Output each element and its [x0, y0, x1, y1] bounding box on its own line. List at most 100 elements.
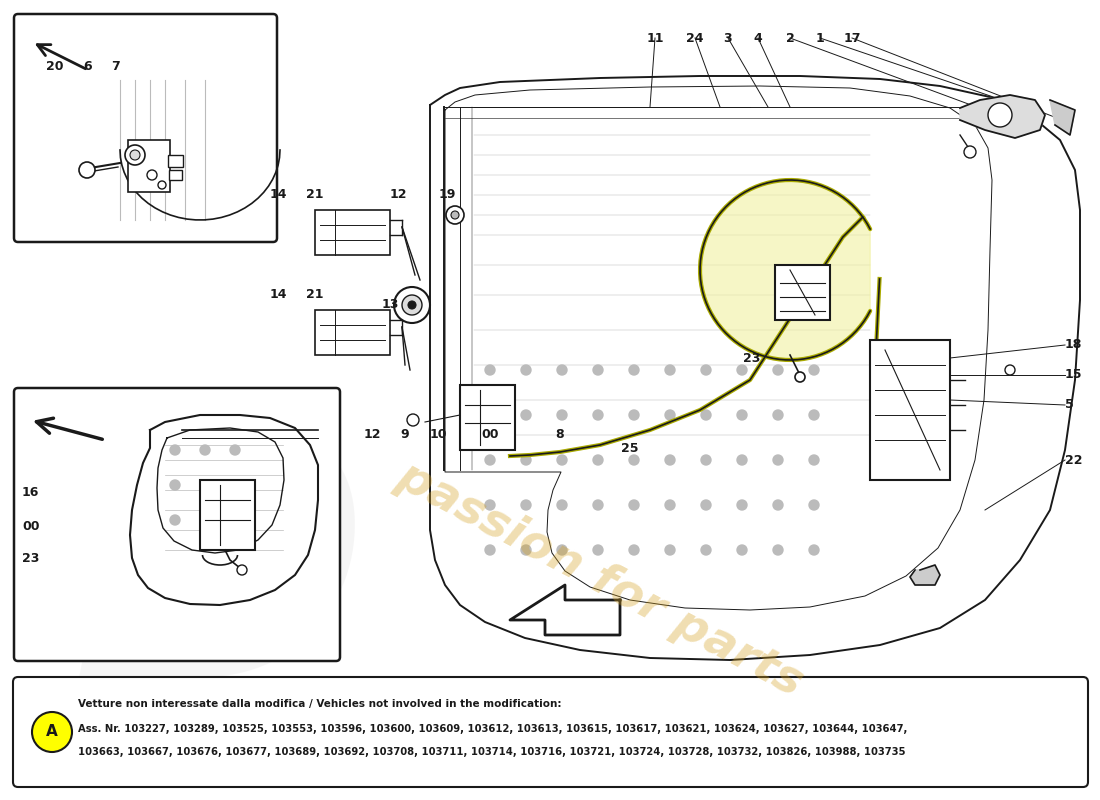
Circle shape [666, 365, 675, 375]
Circle shape [521, 500, 531, 510]
Circle shape [593, 545, 603, 555]
Circle shape [236, 565, 248, 575]
Text: 14: 14 [270, 189, 287, 202]
Text: 6: 6 [84, 61, 92, 74]
Text: 15: 15 [1065, 369, 1082, 382]
Circle shape [737, 500, 747, 510]
Circle shape [557, 365, 566, 375]
Text: 103663, 103667, 103676, 103677, 103689, 103692, 103708, 103711, 103714, 103716, : 103663, 103667, 103676, 103677, 103689, … [78, 747, 905, 757]
Text: 1: 1 [815, 31, 824, 45]
Circle shape [629, 545, 639, 555]
FancyBboxPatch shape [776, 265, 830, 320]
Circle shape [773, 455, 783, 465]
Text: 5: 5 [1065, 398, 1074, 411]
Circle shape [737, 410, 747, 420]
FancyBboxPatch shape [870, 340, 950, 480]
Circle shape [557, 545, 566, 555]
Circle shape [701, 500, 711, 510]
Text: 19: 19 [438, 189, 455, 202]
Circle shape [446, 206, 464, 224]
Circle shape [808, 500, 820, 510]
Text: 14: 14 [270, 289, 287, 302]
Circle shape [170, 480, 180, 490]
Circle shape [200, 445, 210, 455]
Circle shape [32, 712, 72, 752]
Text: 13: 13 [382, 298, 398, 311]
Text: 12: 12 [363, 429, 381, 442]
Circle shape [170, 515, 180, 525]
Circle shape [557, 500, 566, 510]
Text: 21: 21 [306, 289, 323, 302]
Text: 21: 21 [306, 189, 323, 202]
Text: 18: 18 [1065, 338, 1082, 351]
Circle shape [451, 211, 459, 219]
Circle shape [485, 365, 495, 375]
Circle shape [629, 455, 639, 465]
Circle shape [407, 414, 419, 426]
Circle shape [557, 410, 566, 420]
Circle shape [701, 455, 711, 465]
Text: 16: 16 [22, 486, 40, 499]
Circle shape [200, 515, 210, 525]
FancyBboxPatch shape [169, 170, 182, 180]
Text: 3: 3 [724, 31, 733, 45]
Text: 20: 20 [46, 61, 64, 74]
Circle shape [701, 410, 711, 420]
Text: 7: 7 [111, 61, 120, 74]
FancyBboxPatch shape [14, 388, 340, 661]
FancyBboxPatch shape [315, 310, 390, 355]
Circle shape [808, 365, 820, 375]
Text: 8: 8 [556, 429, 564, 442]
Circle shape [408, 301, 416, 309]
Circle shape [521, 545, 531, 555]
Text: Vetture non interessate dalla modifica / Vehicles not involved in the modificati: Vetture non interessate dalla modifica /… [78, 699, 561, 709]
FancyBboxPatch shape [460, 385, 515, 450]
Circle shape [629, 500, 639, 510]
Text: 00: 00 [22, 521, 40, 534]
Circle shape [795, 372, 805, 382]
Circle shape [773, 500, 783, 510]
Circle shape [485, 500, 495, 510]
Circle shape [773, 410, 783, 420]
Circle shape [629, 365, 639, 375]
Polygon shape [1050, 100, 1075, 135]
Text: D: D [70, 406, 370, 754]
Text: 22: 22 [1065, 454, 1082, 466]
Circle shape [593, 365, 603, 375]
Text: A: A [46, 725, 58, 739]
Text: Ass. Nr. 103227, 103289, 103525, 103553, 103596, 103600, 103609, 103612, 103613,: Ass. Nr. 103227, 103289, 103525, 103553,… [78, 724, 908, 734]
Text: 17: 17 [844, 31, 860, 45]
Text: 11: 11 [647, 31, 663, 45]
FancyBboxPatch shape [13, 677, 1088, 787]
Circle shape [737, 455, 747, 465]
Circle shape [666, 410, 675, 420]
Text: 4: 4 [754, 31, 762, 45]
Circle shape [701, 545, 711, 555]
Circle shape [701, 365, 711, 375]
Polygon shape [960, 95, 1045, 138]
Circle shape [593, 410, 603, 420]
Circle shape [773, 545, 783, 555]
Circle shape [230, 515, 240, 525]
Polygon shape [510, 585, 620, 635]
Text: 10: 10 [429, 429, 447, 442]
Text: 9: 9 [400, 429, 409, 442]
Circle shape [666, 455, 675, 465]
Circle shape [593, 455, 603, 465]
Circle shape [629, 410, 639, 420]
Circle shape [485, 455, 495, 465]
Circle shape [521, 410, 531, 420]
Circle shape [79, 162, 95, 178]
Circle shape [808, 410, 820, 420]
FancyBboxPatch shape [200, 480, 255, 550]
Text: 12: 12 [389, 189, 407, 202]
Circle shape [230, 445, 240, 455]
Polygon shape [700, 180, 870, 360]
Circle shape [485, 545, 495, 555]
Circle shape [964, 146, 976, 158]
Circle shape [147, 170, 157, 180]
Circle shape [773, 365, 783, 375]
FancyBboxPatch shape [168, 155, 183, 167]
Circle shape [593, 500, 603, 510]
Circle shape [130, 150, 140, 160]
